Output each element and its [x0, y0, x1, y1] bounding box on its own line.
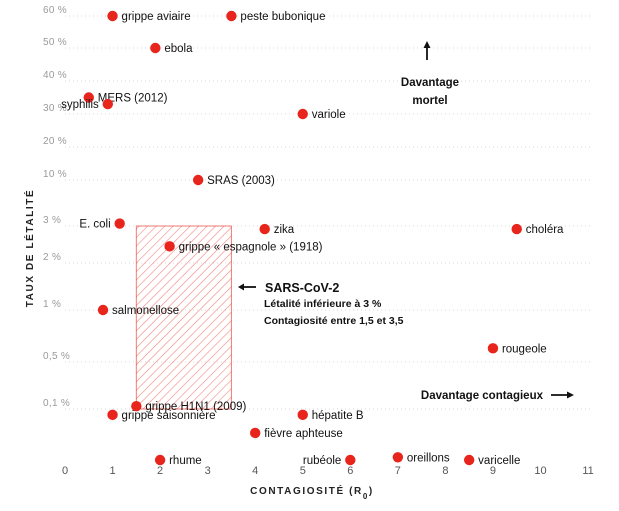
data-point-label: fièvre aphteuse: [264, 428, 343, 440]
x-tick-label: 10: [534, 465, 546, 477]
data-point-marker: [154, 454, 166, 466]
data-point-marker: [83, 92, 94, 103]
data-point: hépatite B: [297, 409, 364, 422]
y-tick-label: 0,5 %: [43, 351, 70, 362]
data-point-marker: [164, 241, 175, 252]
data-point-label: SRAS (2003): [207, 175, 275, 187]
data-point: rougeole: [487, 343, 547, 355]
data-point-label: rhume: [169, 455, 202, 467]
data-point-label: grippe H1N1 (2009): [145, 401, 246, 413]
data-point-label: zika: [274, 224, 295, 236]
data-point-label: peste bubonique: [240, 11, 325, 23]
x-tick-label: 0: [62, 465, 68, 477]
data-point-label: salmonellose: [112, 305, 179, 317]
data-point-marker: [463, 454, 475, 466]
data-point-marker: [97, 304, 109, 316]
sars-cov-2-title: SARS-CoV-2: [265, 281, 339, 295]
x-tick-label: 4: [252, 465, 258, 477]
data-point-marker: [114, 218, 125, 229]
data-point: choléra: [511, 223, 564, 236]
sars-cov-2-contagiousness-note: Contagiosité entre 1,5 et 3,5: [264, 315, 404, 327]
data-point-marker: [345, 454, 356, 466]
data-point: grippe aviaire: [107, 10, 191, 23]
data-point-marker: [102, 98, 113, 110]
data-point-label: ebola: [164, 43, 193, 55]
data-point: varicelle: [463, 454, 520, 467]
data-point-marker: [226, 10, 237, 22]
data-point-label: varicelle: [478, 455, 520, 467]
data-point-marker: [107, 409, 118, 421]
data-point-label: variole: [312, 109, 346, 121]
sars-cov-2-lethality-note: Létalité inférieure à 3 %: [264, 298, 382, 310]
data-point-marker: [392, 452, 404, 463]
data-point-label: choléra: [526, 224, 564, 236]
data-point: variole: [297, 108, 346, 121]
data-point: zika: [259, 223, 295, 236]
y-tick-label: 40 %: [43, 70, 67, 81]
data-point-marker: [511, 223, 522, 235]
data-point-marker: [250, 427, 261, 439]
y-tick-label: 1 %: [43, 299, 61, 310]
data-point: grippe « espagnole » (1918): [164, 241, 323, 253]
x-tick-label: 3: [205, 465, 211, 477]
y-axis-title: TAUX DE LÉTALITÉ: [23, 189, 36, 308]
data-point: syphilis: [61, 98, 113, 111]
y-tick-label: 50 %: [43, 37, 67, 48]
x-tick-label: 6: [347, 465, 353, 477]
more-contagious-label: Davantage contagieux: [421, 390, 544, 402]
y-tick-label: 20 %: [43, 136, 67, 147]
data-point: grippe H1N1 (2009): [131, 401, 246, 413]
data-point-label: grippe saisonnière: [122, 410, 216, 422]
right-arrow-icon: [551, 391, 574, 399]
x-tick-label: 8: [442, 465, 448, 477]
data-point-label: E. coli: [79, 219, 110, 231]
more-lethal-label-line2: mortel: [412, 95, 447, 107]
data-point-marker: [487, 343, 499, 354]
y-tick-label: 30 %: [43, 103, 67, 114]
data-point-marker: [150, 42, 161, 54]
data-point-label: hépatite B: [312, 410, 364, 422]
data-point: rubéole: [303, 454, 356, 467]
data-point-marker: [259, 223, 270, 235]
y-tick-label: 10 %: [43, 169, 67, 180]
data-point: MERS (2012): [83, 92, 168, 105]
data-point: peste bubonique: [226, 10, 325, 23]
y-tick-label: 2 %: [43, 252, 61, 263]
up-arrow-icon: [423, 41, 431, 60]
x-tick-label: 7: [395, 465, 401, 477]
x-axis-title: CONTAGIOSITÉ (R0): [250, 484, 374, 501]
data-point: SRAS (2003): [192, 174, 275, 187]
data-point-marker: [107, 10, 118, 22]
x-tick-label: 2: [157, 465, 163, 477]
data-point-label: MERS (2012): [98, 93, 168, 105]
x-tick-label: 1: [109, 465, 115, 477]
y-tick-label: 60 %: [43, 5, 67, 16]
x-tick-label: 9: [490, 465, 496, 477]
data-point: ebola: [150, 42, 193, 55]
data-point-label: syphilis: [61, 99, 99, 111]
data-point-marker: [297, 108, 308, 120]
y-tick-label: 3 %: [43, 215, 61, 226]
data-point-marker: [192, 174, 204, 186]
annotation-arrow-icon: [238, 283, 256, 291]
data-point: fièvre aphteuse: [250, 427, 343, 440]
x-tick-label: 5: [300, 465, 306, 477]
y-tick-label: 0,1 %: [43, 398, 70, 409]
data-point-label: grippe « espagnole » (1918): [179, 241, 323, 253]
data-point: grippe saisonnière: [107, 409, 216, 422]
data-point-label: oreillons: [407, 452, 450, 464]
sars-cov-2-region: [135, 225, 232, 410]
data-point-label: grippe aviaire: [122, 11, 191, 23]
data-point: salmonellose: [97, 304, 179, 317]
data-point-marker: [297, 409, 308, 421]
data-point: E. coli: [79, 218, 125, 231]
data-point-label: rougeole: [502, 343, 547, 355]
data-point-label: rubéole: [303, 455, 341, 467]
data-point-marker: [131, 401, 142, 412]
x-tick-label: 11: [582, 465, 593, 477]
data-point: rhume: [154, 454, 202, 467]
data-point: oreillons: [392, 452, 450, 464]
more-lethal-label-line1: Davantage: [401, 77, 459, 89]
